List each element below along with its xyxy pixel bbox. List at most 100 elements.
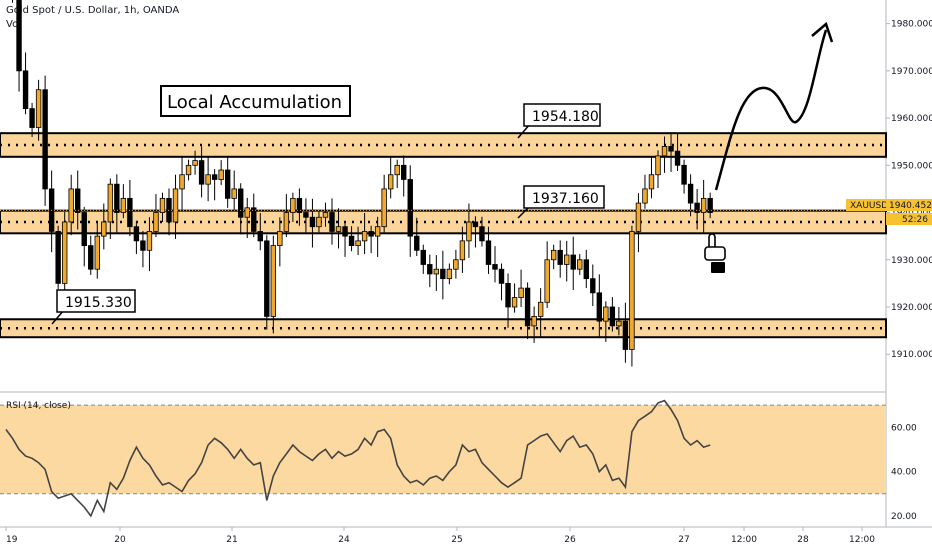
rsi-tick-label: 60.00 bbox=[891, 423, 917, 433]
candle-body bbox=[316, 216, 322, 228]
candle-body bbox=[407, 179, 413, 237]
candle-body bbox=[22, 70, 29, 110]
candle-body bbox=[583, 259, 589, 280]
candle-body bbox=[231, 188, 237, 199]
candle-body bbox=[550, 249, 557, 261]
candle-body bbox=[485, 240, 492, 265]
volume-label: Vol bbox=[6, 19, 21, 30]
candle-body bbox=[687, 183, 694, 204]
title-label: Local Accumulation bbox=[167, 92, 342, 113]
candle-body bbox=[616, 320, 622, 327]
level-mid-box bbox=[523, 185, 605, 209]
candle-body bbox=[668, 146, 674, 152]
candle-body bbox=[159, 197, 166, 213]
candle-body bbox=[192, 160, 198, 166]
candle-body bbox=[420, 249, 426, 265]
candle-body bbox=[29, 108, 35, 128]
candle-body bbox=[564, 254, 570, 265]
level-mid-label: 1937.160 bbox=[532, 191, 599, 207]
candle-body bbox=[81, 212, 87, 246]
candle-body bbox=[557, 249, 563, 265]
candle-body bbox=[459, 240, 466, 261]
candle-body bbox=[185, 164, 192, 176]
candle-body bbox=[42, 89, 48, 190]
candle-body bbox=[596, 292, 603, 322]
candle-body bbox=[140, 240, 146, 251]
candle-body bbox=[172, 188, 179, 223]
candle-body bbox=[251, 207, 257, 232]
time-tick-label: 26 bbox=[564, 535, 576, 545]
candle-body bbox=[355, 240, 361, 246]
candle-body bbox=[655, 155, 661, 176]
candle-body bbox=[146, 231, 153, 251]
candle-body bbox=[322, 212, 329, 218]
level-high-label: 1954.180 bbox=[532, 109, 599, 125]
candle-body bbox=[218, 169, 224, 180]
time-tick-label: 12:00 bbox=[849, 535, 875, 545]
candle-body bbox=[205, 174, 211, 185]
candle-body bbox=[433, 268, 440, 275]
support-resistance-zone bbox=[0, 318, 887, 339]
candle-body bbox=[224, 169, 231, 199]
candle-body bbox=[296, 197, 303, 213]
projection-arrowhead-icon bbox=[811, 21, 834, 43]
price-tag-symbol: XAUUSD bbox=[850, 201, 888, 211]
candle-body bbox=[368, 231, 374, 237]
candle-body bbox=[511, 297, 518, 308]
price-tag-countdown: 52:26 bbox=[902, 215, 928, 225]
candle-body bbox=[642, 188, 648, 204]
candle-body bbox=[700, 197, 707, 213]
candle-body bbox=[472, 221, 479, 228]
candle-body bbox=[531, 316, 537, 327]
candle-body bbox=[622, 320, 629, 350]
candle-body bbox=[61, 221, 68, 284]
time-tick-label: 24 bbox=[338, 535, 350, 545]
candle-body bbox=[335, 226, 342, 232]
level-low-box bbox=[56, 289, 136, 313]
time-tick-label: 27 bbox=[678, 535, 689, 545]
candle-body bbox=[674, 150, 681, 166]
candle-body bbox=[68, 188, 74, 223]
candle-body bbox=[394, 164, 400, 176]
candle-body bbox=[492, 264, 498, 270]
chart-header-title: Gold Spot / U.S. Dollar, 1h, OANDA bbox=[6, 5, 180, 16]
candle-body bbox=[94, 235, 100, 270]
candle-body bbox=[283, 212, 290, 232]
price-tick-label: 1960.000 bbox=[891, 114, 932, 124]
projection-arrow bbox=[714, 29, 828, 191]
candle-body bbox=[35, 89, 42, 128]
candle-body bbox=[629, 231, 635, 350]
price-tick-label: 1930.000 bbox=[891, 256, 932, 266]
candle-body bbox=[75, 188, 81, 213]
candle-body bbox=[635, 202, 642, 232]
candle-body bbox=[537, 301, 544, 317]
candle-body bbox=[681, 164, 687, 185]
candle-body bbox=[381, 188, 387, 228]
rsi-label: RSI (14, close) bbox=[6, 401, 71, 411]
candle-body bbox=[198, 160, 205, 185]
candle-body bbox=[277, 231, 283, 246]
candle-body bbox=[133, 226, 140, 242]
candle-body bbox=[127, 197, 133, 228]
time-tick-label: 21 bbox=[226, 535, 237, 545]
candle-body bbox=[577, 259, 583, 270]
candle-body bbox=[244, 207, 250, 218]
candle-body bbox=[544, 259, 550, 303]
candle-body bbox=[440, 268, 446, 280]
candle-body bbox=[120, 197, 127, 213]
candle-body bbox=[479, 226, 485, 242]
candle-body bbox=[179, 174, 185, 190]
candle-body bbox=[603, 306, 609, 322]
candle-body bbox=[211, 174, 218, 180]
candle-body bbox=[498, 268, 505, 284]
price-tick-label: 1970.000 bbox=[891, 67, 932, 77]
candle-body bbox=[648, 174, 655, 190]
candle-body bbox=[446, 268, 453, 280]
price-tick-label: 1920.000 bbox=[891, 303, 932, 313]
candle-body bbox=[361, 231, 368, 242]
candle-body bbox=[524, 287, 531, 327]
candle-body bbox=[257, 231, 263, 242]
pointing-hand-icon bbox=[704, 233, 726, 273]
time-tick-label: 19 bbox=[6, 535, 18, 545]
